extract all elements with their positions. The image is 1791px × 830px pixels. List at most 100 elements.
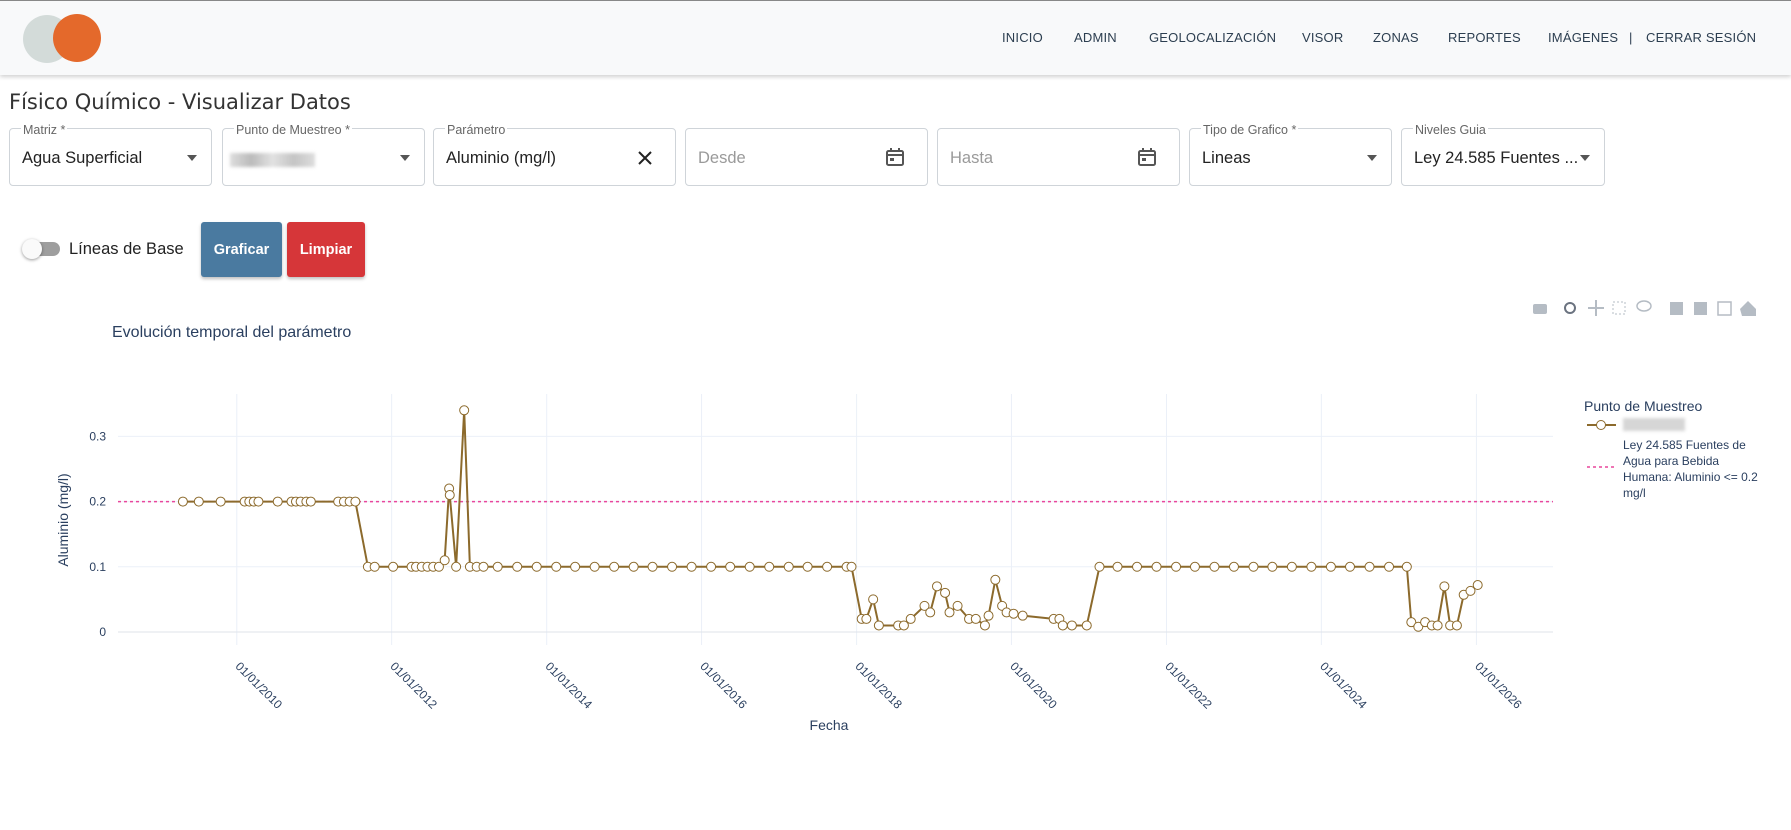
nav-link[interactable]: VISOR xyxy=(1302,30,1344,45)
date-field[interactable]: Desde xyxy=(685,128,928,186)
x-tick-label: 01/01/2026 xyxy=(1472,659,1525,712)
select-field[interactable]: Tipo de Grafico * Lineas xyxy=(1189,123,1392,186)
data-point xyxy=(979,620,990,631)
field-placeholder: Hasta xyxy=(950,149,994,167)
data-point xyxy=(1017,610,1028,621)
data-point xyxy=(1151,561,1162,572)
data-point xyxy=(764,561,775,572)
data-point xyxy=(177,496,188,507)
data-point xyxy=(1401,561,1412,572)
data-point xyxy=(215,496,226,507)
data-point xyxy=(1345,561,1355,572)
data-point xyxy=(512,561,523,572)
data-point xyxy=(667,561,678,572)
select-field[interactable]: Matriz * Agua Superficial xyxy=(9,123,212,186)
select-field[interactable]: Niveles Guia Ley 24.585 Fuentes ... xyxy=(1401,123,1605,186)
data-point xyxy=(1248,561,1259,572)
data-point xyxy=(444,490,455,501)
data-point xyxy=(1228,561,1239,572)
data-point xyxy=(983,610,994,621)
data-point xyxy=(1364,561,1375,572)
data-point xyxy=(1465,585,1476,596)
data-point xyxy=(868,594,879,605)
data-point xyxy=(433,561,444,572)
data-point xyxy=(725,561,736,572)
data-point xyxy=(350,496,361,507)
data-point xyxy=(531,561,542,572)
calendar-icon[interactable] xyxy=(885,147,905,167)
data-point xyxy=(1081,620,1092,631)
data-point xyxy=(919,600,930,611)
x-tick-label: 01/01/2014 xyxy=(543,659,596,712)
data-point xyxy=(783,561,794,572)
data-point xyxy=(459,405,470,416)
date-field[interactable]: Hasta xyxy=(937,128,1180,186)
nav-link[interactable]: ADMIN xyxy=(1074,30,1117,45)
data-point xyxy=(1189,561,1200,572)
data-point xyxy=(1171,561,1182,572)
data-point xyxy=(1384,561,1395,572)
data-point xyxy=(1057,620,1068,631)
data-point xyxy=(193,496,204,507)
data-point xyxy=(944,607,955,618)
data-point xyxy=(1094,561,1105,572)
legend-title: Punto de Muestreo xyxy=(1584,398,1703,414)
nav-link[interactable]: GEOLOCALIZACIÓN xyxy=(1149,30,1277,45)
data-point xyxy=(822,561,833,572)
nav-link[interactable]: ZONAS xyxy=(1373,30,1419,45)
dropdown-icon xyxy=(1367,155,1377,161)
data-point xyxy=(905,613,916,624)
clear-button[interactable]: Limpiar xyxy=(287,222,365,277)
data-point xyxy=(1008,608,1019,619)
select-field[interactable]: Punto de Muestreo * xyxy=(222,123,425,186)
x-tick-label: 01/01/2016 xyxy=(697,659,750,712)
nav-link[interactable]: INICIO xyxy=(1002,30,1043,45)
y-tick-label: 0.2 xyxy=(89,495,106,509)
data-point xyxy=(1306,561,1317,572)
data-point xyxy=(551,561,562,572)
nav-link[interactable]: CERRAR SESIÓN xyxy=(1646,30,1757,45)
page-title: Físico Químico - Visualizar Datos xyxy=(9,90,351,114)
x-tick-label: 01/01/2022 xyxy=(1162,659,1215,712)
navbar: INICIO ADMIN GEOLOCALIZACIÓN VISOR ZONAS… xyxy=(0,0,1791,75)
dropdown-icon xyxy=(400,155,410,161)
field-value: Agua Superficial xyxy=(22,149,143,167)
x-tick-label: 01/01/2012 xyxy=(388,659,441,712)
data-point xyxy=(647,561,658,572)
plot-button[interactable]: Graficar xyxy=(201,222,282,277)
nav-link[interactable]: REPORTES xyxy=(1448,30,1521,45)
data-point xyxy=(253,496,264,507)
data-point xyxy=(802,561,813,572)
x-axis-label: Fecha xyxy=(810,717,849,733)
clear-icon[interactable] xyxy=(637,150,653,166)
legend-entry[interactable]: Ley 24.585 Fuentes de Agua para Bebida H… xyxy=(1623,438,1758,500)
field-label: Matriz * xyxy=(21,123,68,137)
data-point xyxy=(952,600,963,611)
toggle-knob[interactable] xyxy=(22,239,42,259)
data-point xyxy=(439,555,450,566)
data-point xyxy=(873,620,884,631)
x-tick-label: 01/01/2018 xyxy=(852,659,905,712)
field-label: Parámetro xyxy=(445,123,508,137)
chart-title: Evolución temporal del parámetro xyxy=(112,324,351,341)
nav-link[interactable]: IMÁGENES xyxy=(1548,30,1619,45)
field-value: Ley 24.585 Fuentes ... xyxy=(1414,149,1579,167)
data-point xyxy=(272,496,283,507)
x-tick-label: 01/01/2020 xyxy=(1007,659,1060,712)
data-point xyxy=(492,561,503,572)
select-field[interactable]: Parámetro Aluminio (mg/l) xyxy=(433,123,676,186)
logo[interactable] xyxy=(22,14,102,64)
data-point xyxy=(970,613,981,624)
legend-redacted-name xyxy=(1623,418,1685,431)
chart: Evolución temporal del parámetro Fecha A… xyxy=(55,300,1756,733)
data-point xyxy=(1432,620,1443,631)
data-point xyxy=(686,561,697,572)
data-point xyxy=(1267,561,1278,572)
field-placeholder: Desde xyxy=(698,149,746,167)
modebar[interactable] xyxy=(1533,300,1756,316)
field-label: Punto de Muestreo * xyxy=(234,123,352,137)
data-point xyxy=(1451,620,1462,631)
data-point xyxy=(589,561,600,572)
calendar-icon[interactable] xyxy=(1137,147,1157,167)
